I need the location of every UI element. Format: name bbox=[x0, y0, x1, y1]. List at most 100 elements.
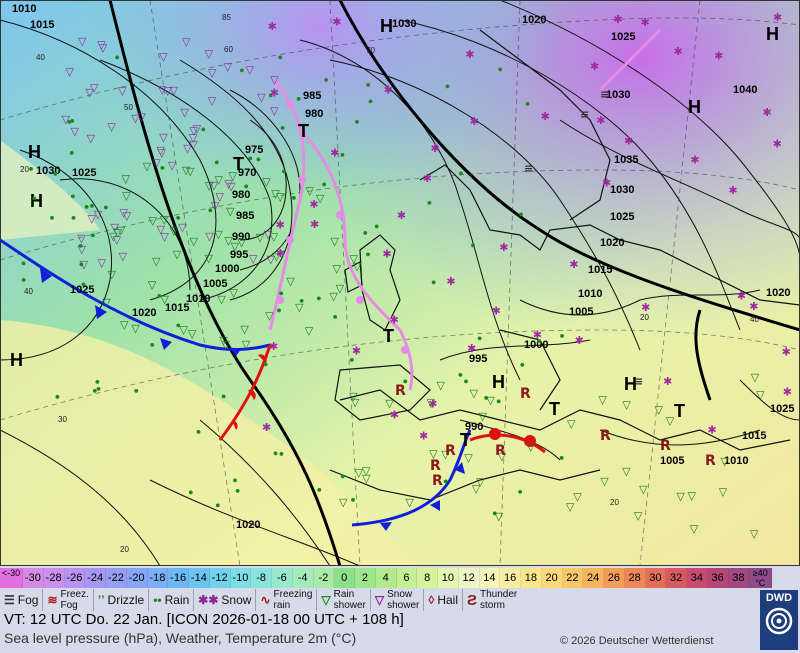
scale-cell: -24 bbox=[85, 568, 106, 588]
rain-icon: • bbox=[497, 63, 504, 76]
rain-shower-icon: ▽ bbox=[120, 319, 129, 332]
svg-text:20: 20 bbox=[610, 498, 619, 507]
snow-shower-icon: ▽ bbox=[118, 84, 127, 97]
snow-shower-icon: ▽ bbox=[152, 157, 161, 170]
rain-icon: • bbox=[332, 311, 339, 324]
fog-icon: ≡ bbox=[524, 162, 533, 175]
snow-shower-icon: ▽ bbox=[189, 138, 198, 151]
scale-cell: 2 bbox=[355, 568, 376, 588]
svg-text:40: 40 bbox=[24, 287, 33, 296]
rain-icon: • bbox=[70, 212, 77, 225]
rain-icon: • bbox=[426, 197, 433, 210]
rain-shower-icon: ▽ bbox=[441, 448, 450, 461]
legend-snow-shower: ▽ Snow shower bbox=[371, 589, 425, 611]
rain-shower-icon: ▽ bbox=[750, 527, 759, 540]
snow-icon: ✱ bbox=[309, 198, 318, 211]
scale-cell: 34 bbox=[687, 568, 708, 588]
scale-cell: 6 bbox=[396, 568, 418, 588]
weather-symbols: ▽▽▽▽▽▽▽▽▽▽▽▽▽▽▽▽▽▽▽▽▽▽▽▽▽▽▽▽▽▽▽▽▽▽▽▽▽▽▽▽… bbox=[20, 11, 792, 541]
rain-icon: • bbox=[102, 201, 109, 214]
rain-shower-icon: ▽ bbox=[152, 255, 161, 268]
rain-shower-icon: ▽ bbox=[385, 397, 394, 410]
rain-shower-icon: ▽ bbox=[276, 190, 285, 203]
scale-cell: 20 bbox=[541, 568, 563, 588]
rain-shower-icon: ▽ bbox=[690, 523, 699, 536]
rain-shower-icon: ▽ bbox=[117, 224, 126, 237]
cold-front bbox=[0, 238, 472, 531]
snow-icon: ✱ bbox=[541, 110, 550, 123]
svg-text:1015: 1015 bbox=[588, 264, 612, 276]
rain-icon: • bbox=[463, 376, 470, 389]
rain-icon: • bbox=[517, 486, 524, 499]
snow-shower-icon: ▽ bbox=[374, 592, 385, 607]
svg-text:990: 990 bbox=[465, 421, 483, 433]
rain-icon: • bbox=[348, 354, 355, 367]
rain-icon: • bbox=[195, 426, 202, 439]
snow-shower-icon: ▽ bbox=[180, 106, 189, 119]
rain-shower-icon: ▽ bbox=[526, 441, 535, 454]
rain-shower-icon: ▽ bbox=[429, 447, 438, 460]
svg-text:H: H bbox=[10, 350, 23, 370]
rain-icon: • bbox=[517, 208, 524, 221]
snow-shower-icon: ▽ bbox=[158, 146, 167, 159]
rain-icon: • bbox=[349, 494, 356, 507]
svg-text:1005: 1005 bbox=[660, 455, 684, 467]
svg-text:50: 50 bbox=[124, 103, 133, 112]
snow-shower-icon: ▽ bbox=[87, 132, 96, 145]
rain-shower-icon: ▽ bbox=[161, 293, 170, 306]
svg-text:T: T bbox=[298, 121, 309, 141]
rain-icon: • bbox=[316, 484, 323, 497]
snow-shower-icon: ▽ bbox=[208, 95, 217, 108]
svg-text:995: 995 bbox=[230, 249, 248, 261]
snow-icon: ✱ bbox=[390, 313, 399, 326]
svg-text:85: 85 bbox=[222, 13, 231, 22]
snow-shower-icon: ▽ bbox=[257, 91, 266, 104]
snow-shower-icon: ▽ bbox=[224, 177, 233, 190]
scale-cell: 36 bbox=[707, 568, 729, 588]
rain-shower-icon: ▽ bbox=[189, 235, 198, 248]
rain-shower-icon: ▽ bbox=[355, 466, 364, 479]
snow-icon: ✱ bbox=[749, 300, 758, 313]
snow-icon: ✱ bbox=[640, 16, 649, 29]
rain-icon: • bbox=[89, 230, 96, 243]
legend-fog: ☰ Fog bbox=[0, 589, 44, 611]
rain-shower-icon: ▽ bbox=[160, 213, 169, 226]
rain-icon: • bbox=[187, 486, 194, 499]
temperature-color-scale: <-30 -30 -28 -26 -24 -22 -20 -18 -16 -14 -12 -10 -8-… bbox=[0, 568, 773, 588]
scale-cell: 30 bbox=[645, 568, 667, 588]
snow-shower-icon: ▽ bbox=[85, 86, 94, 99]
rain-icon: • bbox=[402, 375, 409, 388]
rain-shower-icon: ▽ bbox=[148, 215, 157, 228]
svg-text:1015: 1015 bbox=[30, 19, 54, 31]
rain-shower-icon: ▽ bbox=[622, 465, 631, 478]
low-pressure-labels: T T T T T T bbox=[233, 121, 685, 450]
rain-icon: • bbox=[295, 93, 302, 106]
snow-shower-icon: ▽ bbox=[97, 257, 106, 270]
rain-icon: • bbox=[83, 201, 90, 214]
snow-icon: ✱ bbox=[446, 275, 455, 288]
snow-shower-icon: ▽ bbox=[159, 51, 168, 64]
dwd-logo-text: DWD bbox=[765, 592, 793, 604]
scale-cell: -8 bbox=[251, 568, 272, 588]
scale-cell: 4 bbox=[375, 568, 397, 588]
snow-shower-icon: ▽ bbox=[159, 131, 168, 144]
rain-icon: • bbox=[277, 52, 284, 65]
snow-shower-icon: ▽ bbox=[131, 112, 140, 125]
svg-text:H: H bbox=[766, 24, 779, 44]
svg-text:1015: 1015 bbox=[742, 430, 766, 442]
svg-text:T: T bbox=[383, 326, 394, 346]
rain-shower-icon: ▽ bbox=[349, 390, 358, 403]
snow-icon: ✱ bbox=[465, 48, 474, 61]
thunderstorm-icon: R bbox=[660, 438, 671, 454]
rain-shower-icon: ▽ bbox=[214, 174, 223, 187]
snow-icon: ✱ bbox=[310, 218, 319, 231]
dwd-swirl-icon bbox=[765, 607, 793, 635]
rain-icon: • bbox=[278, 448, 285, 461]
snow-icon: ✱ bbox=[613, 13, 622, 26]
rain-shower-icon: ▽ bbox=[122, 172, 131, 185]
rain-shower-icon: ▽ bbox=[494, 510, 503, 523]
rain-shower-icon: ▽ bbox=[221, 338, 230, 351]
rain-shower-icon: ▽ bbox=[242, 338, 251, 351]
rain-shower-icon: ▽ bbox=[600, 475, 609, 488]
snow-shower-icon: ▽ bbox=[80, 258, 89, 271]
